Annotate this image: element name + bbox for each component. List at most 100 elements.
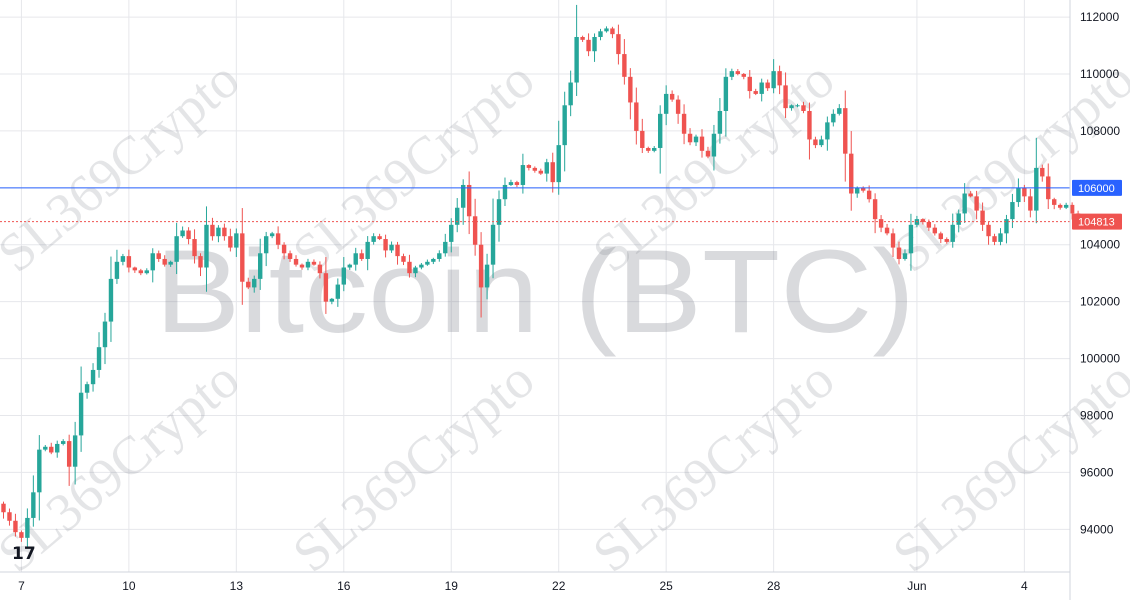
candle-up[interactable] (771, 59, 776, 94)
candle-up[interactable] (371, 233, 376, 245)
candle-up[interactable] (496, 190, 502, 242)
candle-up[interactable] (84, 381, 90, 399)
candle-up[interactable] (55, 440, 60, 458)
candle-down[interactable] (753, 88, 758, 96)
candle-up[interactable] (663, 85, 669, 126)
tradingview-logo-icon[interactable]: 17 (12, 544, 36, 564)
candle-up[interactable] (437, 250, 442, 262)
candle-up[interactable] (335, 278, 341, 307)
candle-down[interactable] (705, 146, 711, 159)
tradingview-logo[interactable]: 17 (12, 544, 36, 564)
candle-up[interactable] (502, 177, 508, 206)
candle-up[interactable] (711, 124, 717, 171)
candle-up[interactable] (443, 233, 448, 257)
candles-layer[interactable] (1, 4, 1087, 549)
candle-up[interactable] (353, 247, 358, 271)
candle-down[interactable] (878, 215, 884, 233)
candle-down[interactable] (538, 168, 543, 175)
candle-down[interactable] (550, 152, 555, 193)
candle-down[interactable] (622, 39, 627, 85)
candle-up[interactable] (819, 135, 824, 148)
candle-up[interactable] (998, 228, 1003, 246)
candle-down[interactable] (813, 136, 818, 149)
candle-up[interactable] (658, 105, 663, 174)
candle-down[interactable] (472, 198, 478, 256)
candle-up[interactable] (717, 98, 723, 144)
candle-down[interactable] (466, 171, 472, 235)
candle-down[interactable] (222, 223, 227, 241)
candle-up[interactable] (693, 134, 699, 147)
candle-up[interactable] (174, 222, 179, 275)
candle-up[interactable] (234, 228, 239, 257)
candle-up[interactable] (598, 28, 603, 41)
candle-up[interactable] (365, 236, 370, 271)
candle-up[interactable] (544, 158, 549, 182)
candle-down[interactable] (186, 227, 191, 245)
candle-down[interactable] (13, 513, 18, 537)
candle-down[interactable] (801, 101, 806, 114)
candle-down[interactable] (747, 70, 752, 99)
candle-up[interactable] (144, 268, 149, 275)
candle-down[interactable] (765, 79, 770, 91)
candle-down[interactable] (807, 102, 812, 160)
candle-down[interactable] (311, 259, 317, 266)
candle-up[interactable] (962, 183, 967, 223)
candle-down[interactable] (616, 24, 621, 65)
candle-up[interactable] (341, 257, 346, 292)
candle-down[interactable] (7, 508, 12, 526)
candle-down[interactable] (634, 87, 639, 145)
candle-down[interactable] (359, 249, 364, 261)
candle-up[interactable] (419, 263, 424, 270)
candle-down[interactable] (514, 180, 520, 188)
candle-up[interactable] (216, 225, 221, 243)
candle-down[interactable] (317, 261, 323, 279)
candle-up[interactable] (568, 70, 573, 117)
candle-up[interactable] (78, 366, 84, 452)
candle-down[interactable] (1040, 164, 1045, 182)
candle-down[interactable] (610, 26, 615, 39)
candle-up[interactable] (831, 109, 836, 127)
candle-up[interactable] (455, 198, 460, 233)
candle-down[interactable] (580, 35, 585, 42)
candle-up[interactable] (902, 249, 908, 261)
candle-up[interactable] (114, 249, 120, 284)
candle-down[interactable] (526, 164, 532, 171)
candle-down[interactable] (323, 257, 329, 314)
candle-down[interactable] (377, 233, 382, 241)
candle-up[interactable] (759, 78, 764, 102)
candle-down[interactable] (777, 65, 782, 95)
candle-up[interactable] (592, 33, 597, 62)
candle-up[interactable] (908, 213, 914, 271)
candle-up[interactable] (329, 297, 335, 305)
candle-down[interactable] (1028, 188, 1033, 218)
candle-down[interactable] (986, 221, 991, 245)
candle-up[interactable] (484, 253, 490, 300)
candle-down[interactable] (49, 442, 54, 455)
time-axis[interactable]: 7 10 13 16 19 22 25 28 Jun 4 (18, 579, 1028, 593)
candle-down[interactable] (932, 224, 938, 236)
candle-down[interactable] (287, 250, 293, 262)
candle-down[interactable] (1052, 197, 1057, 210)
candle-up[interactable] (389, 241, 394, 253)
candle-down[interactable] (383, 234, 388, 258)
candle-up[interactable] (102, 312, 108, 365)
candle-up[interactable] (1063, 202, 1069, 210)
candle-up[interactable] (652, 146, 657, 153)
candle-up[interactable] (347, 263, 352, 270)
candle-down[interactable] (920, 218, 926, 225)
candle-down[interactable] (938, 231, 943, 244)
candle-up[interactable] (431, 257, 436, 265)
candle-down[interactable] (628, 68, 633, 120)
candle-up[interactable] (252, 275, 257, 293)
candle-up[interactable] (37, 435, 42, 521)
candle-down[interactable] (532, 166, 538, 173)
candle-down[interactable] (687, 128, 693, 146)
candle-down[interactable] (138, 268, 144, 276)
candle-up[interactable] (72, 421, 78, 485)
candle-up[interactable] (562, 91, 567, 172)
candle-up[interactable] (604, 26, 609, 33)
candle-up[interactable] (837, 104, 842, 116)
candle-down[interactable] (19, 530, 24, 542)
